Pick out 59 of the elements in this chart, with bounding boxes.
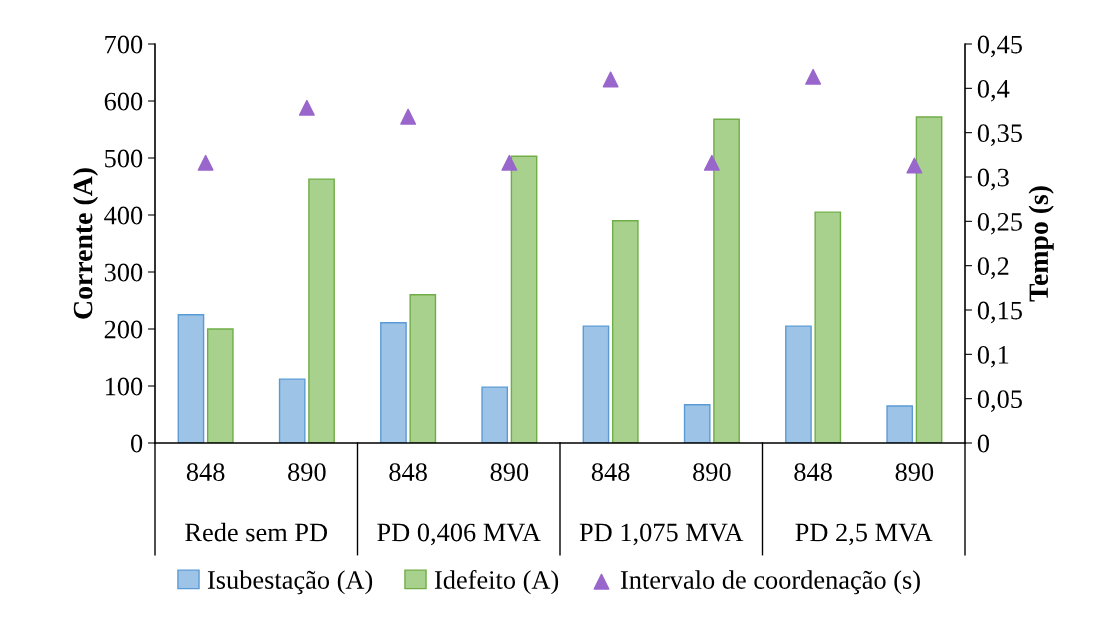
y-tick-label: 500: [105, 149, 143, 168]
point: [602, 71, 619, 88]
point: [298, 99, 315, 116]
x-tick-label: 890: [490, 463, 529, 482]
text: PD 0,406 MVA: [377, 523, 541, 546]
x-tick-label: 890: [895, 463, 934, 482]
y-tick-label: 300: [104, 263, 143, 282]
point: [197, 154, 214, 171]
x-tick-label: 848: [186, 463, 225, 482]
text: PD 2,5 MVA: [795, 523, 933, 546]
y-axis-title: Corrente (A): [72, 168, 99, 319]
y2-tick-label: 0,3: [977, 168, 1009, 191]
text: Rede sem PD: [185, 522, 328, 542]
y-tick-label: 400: [104, 206, 143, 225]
y2-tick-label: 0,2: [977, 257, 1009, 279]
x-tick-label: 848: [389, 463, 427, 482]
legend-label: Idefeito (A): [434, 570, 559, 595]
y2-axis-title: Tempo (s): [1028, 186, 1054, 302]
legend-label: Intervalo de coordenação (s): [620, 570, 920, 595]
y2-tick-label: 0,35: [977, 124, 1022, 146]
y-tick-label: 200: [104, 320, 143, 339]
bar: [206, 328, 234, 443]
point: [805, 68, 822, 85]
x-tick-label: 848: [591, 463, 630, 482]
y2-tick-label: 0,45: [977, 35, 1022, 58]
x-tick-label: 890: [693, 463, 731, 482]
bar: [683, 404, 711, 443]
bar: [380, 322, 407, 443]
y2-tick-label: 0,05: [977, 390, 1022, 412]
bar: [582, 325, 610, 443]
bar: [177, 314, 205, 443]
point: [906, 157, 923, 174]
bar: [814, 211, 842, 443]
bar: [785, 325, 812, 443]
y2-tick-label: 0,15: [977, 301, 1022, 324]
y-tick-label: 100: [105, 377, 143, 396]
bar: [611, 220, 639, 443]
point: [703, 154, 720, 171]
x-tick-label: 848: [794, 463, 832, 482]
text: PD 1,075 MVA: [579, 523, 744, 546]
point: [400, 108, 417, 125]
bar: [713, 118, 740, 443]
y2-tick-label: 0,4: [977, 79, 1010, 102]
y-tick-label: 600: [104, 92, 143, 111]
x-tick-label: 890: [288, 463, 326, 482]
bar: [278, 378, 306, 443]
y-tick-label: 0: [131, 434, 143, 453]
y2-tick-label: 0,1: [977, 345, 1009, 368]
bar: [481, 386, 509, 443]
legend-label: Isubestação (A): [207, 570, 373, 595]
bar: [409, 294, 437, 443]
bar: [308, 178, 335, 443]
point: [501, 154, 518, 171]
y2-tick-label: 0,25: [977, 212, 1022, 235]
bar: [886, 405, 914, 443]
y2-tick-label: 0: [977, 434, 989, 453]
bar: [915, 116, 943, 443]
y-tick-label: 700: [105, 35, 143, 54]
bar: [510, 155, 538, 443]
